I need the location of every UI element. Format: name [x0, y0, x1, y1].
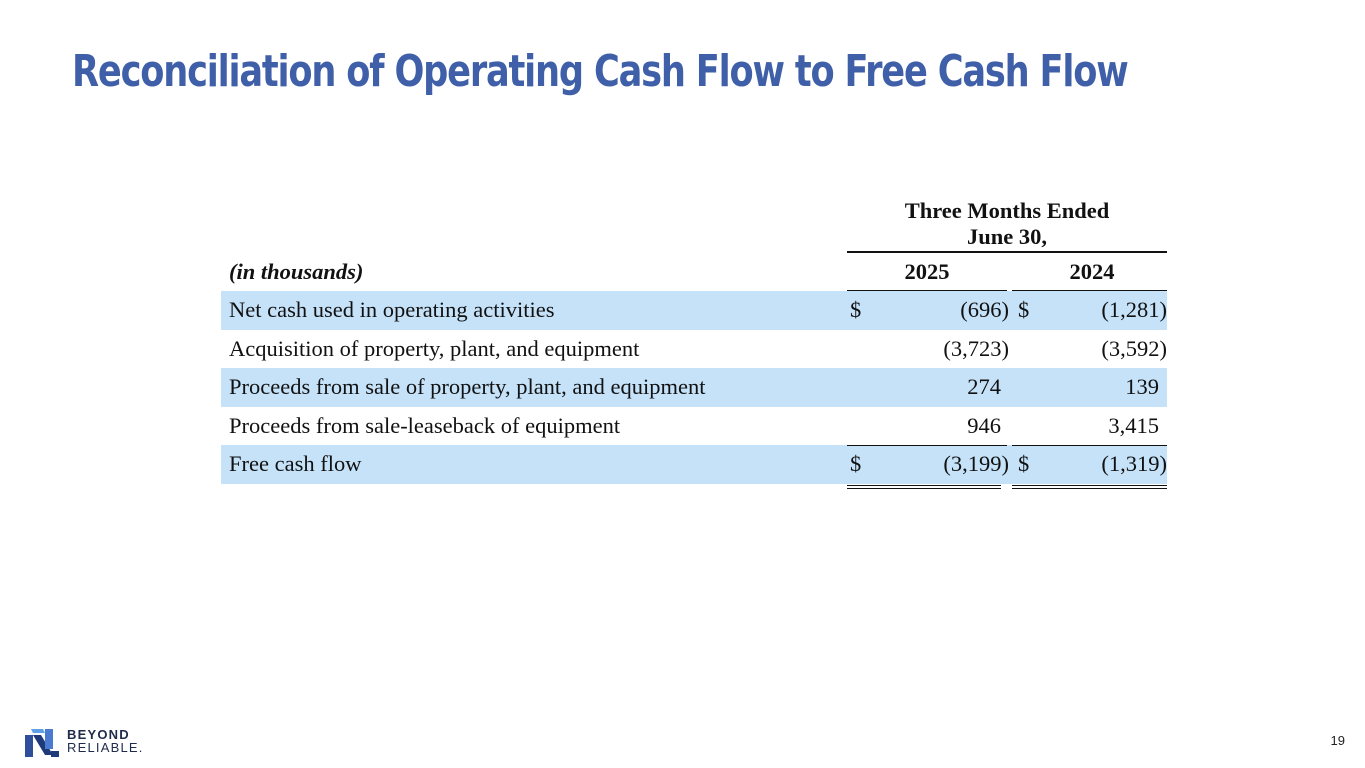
value-2024: (3,592)	[1101, 335, 1167, 361]
page-number: 19	[1330, 733, 1345, 748]
subtotal-rule-2025	[847, 445, 1007, 447]
value-2024: 139	[1125, 374, 1159, 400]
row-label: Acquisition of property, plant, and equi…	[229, 335, 640, 361]
currency-symbol: $	[1018, 297, 1030, 322]
value-2024: (1,319)	[1101, 451, 1167, 477]
value-2024: 3,415	[1108, 412, 1159, 438]
logo-text-line2: RELIABLE.	[67, 740, 144, 755]
currency-symbol: $	[850, 297, 862, 322]
value-2025: 274	[967, 374, 1001, 400]
row-label: Net cash used in operating activities	[229, 297, 555, 322]
cash-flow-table: Three Months Ended June 30, (in thousand…	[221, 195, 1167, 489]
table-row: Net cash used in operating activities $ …	[221, 291, 1167, 330]
column-rule-2024	[1012, 290, 1167, 291]
period-header-line2: June 30,	[966, 224, 1047, 249]
n-logo-icon	[25, 729, 59, 757]
page-title: Reconciliation of Operating Cash Flow to…	[72, 46, 1129, 97]
logo-text-line1: BEYOND	[67, 727, 130, 742]
period-header-rule	[847, 251, 1167, 253]
table-row: Proceeds from sale of property, plant, a…	[221, 368, 1167, 407]
total-double-rule-2024	[1012, 484, 1167, 489]
units-label: (in thousands)	[229, 259, 364, 284]
table-row-total: Free cash flow $ (3,199) $ (1,319)	[221, 445, 1167, 489]
total-double-rule-2025	[847, 484, 1001, 489]
table-row: Acquisition of property, plant, and equi…	[221, 330, 1167, 369]
value-2024: (1,281)	[1101, 297, 1167, 322]
period-header-row: Three Months Ended June 30,	[221, 195, 1167, 253]
subtotal-rule-2024	[1012, 445, 1167, 447]
table-row: Proceeds from sale-leaseback of equipmen…	[221, 407, 1167, 446]
year-header-row: (in thousands) 2025 2024	[221, 253, 1167, 291]
column-header-2025: 2025	[904, 259, 950, 284]
column-header-2024: 2024	[1069, 259, 1115, 284]
row-label: Proceeds from sale of property, plant, a…	[229, 374, 706, 400]
period-header: Three Months Ended June 30,	[847, 198, 1167, 250]
value-2025: 946	[967, 412, 1001, 438]
value-2025: (3,723)	[943, 335, 1009, 361]
period-header-line1: Three Months Ended	[904, 198, 1110, 223]
row-label: Proceeds from sale-leaseback of equipmen…	[229, 412, 621, 438]
currency-symbol: $	[850, 451, 862, 477]
currency-symbol: $	[1018, 451, 1030, 477]
row-label: Free cash flow	[229, 451, 362, 477]
value-2025: (3,199)	[943, 451, 1009, 477]
column-rule-2025	[847, 290, 1007, 291]
value-2025: (696)	[960, 297, 1009, 322]
